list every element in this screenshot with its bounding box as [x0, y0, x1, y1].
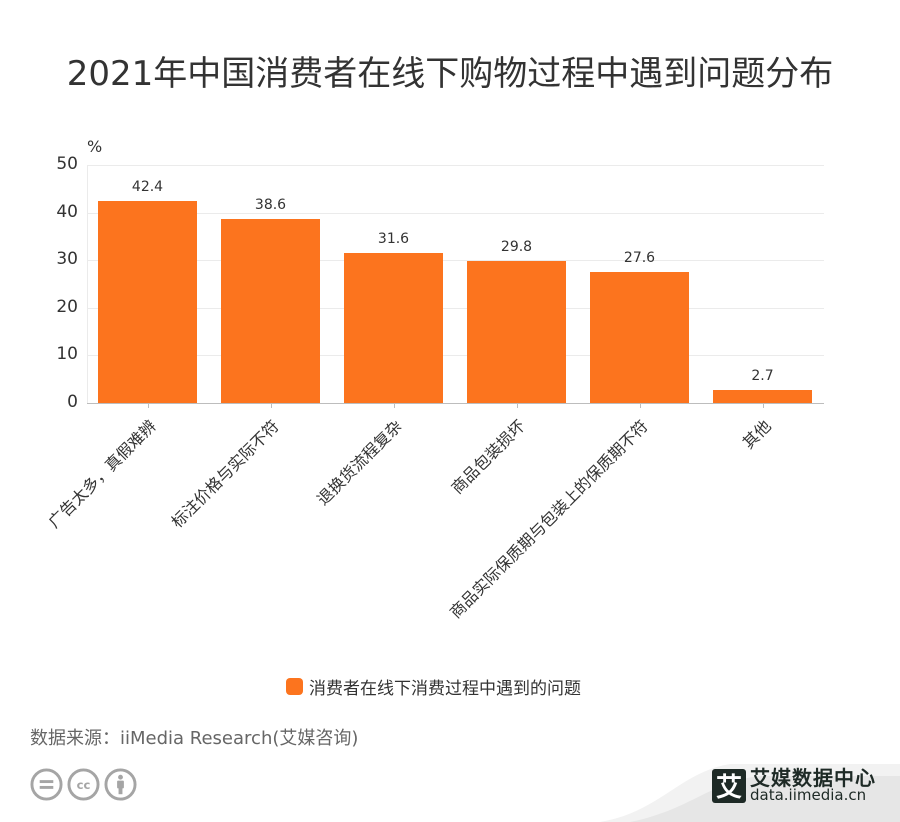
gridline — [87, 165, 824, 166]
bar-value-label: 29.8 — [500, 239, 533, 256]
bar[interactable] — [590, 271, 689, 403]
brand-banner-background — [600, 764, 900, 822]
y-tick-label: 50 — [56, 154, 78, 174]
gridline — [87, 212, 824, 214]
x-category-label: 商品包装损坏 — [446, 416, 529, 498]
bar-value-label: 31.6 — [377, 230, 410, 247]
x-category-label: 退换货流程复杂 — [312, 416, 406, 509]
bar-value-label: 27.6 — [623, 249, 656, 266]
x-axis-line — [87, 403, 824, 404]
x-category-label: 广告太多，真假难辨 — [44, 416, 160, 532]
bar-value-label: 42.4 — [131, 179, 164, 196]
chart-title: 2021年中国消费者在线下购物过程中遇到问题分布 — [66, 54, 834, 94]
bar[interactable] — [98, 201, 197, 403]
x-category-label: 商品实际保质期与包装上的保质期不符 — [445, 416, 652, 623]
x-tick — [393, 403, 395, 408]
cc-icon: cc — [67, 768, 100, 801]
legend-label: 消费者在线下消费过程中遇到的问题 — [309, 679, 581, 699]
gridline — [87, 260, 824, 262]
x-tick — [270, 403, 272, 408]
data-source: 数据来源：iiMedia Research(艾媒咨询) — [30, 728, 359, 749]
y-tick-label: 30 — [56, 249, 78, 270]
y-tick-label: 10 — [56, 344, 78, 365]
brand-url: data.iimedia.cn — [750, 786, 867, 804]
x-category-label: 其他 — [738, 416, 775, 453]
gridline — [87, 307, 824, 309]
svg-text:cc: cc — [77, 778, 91, 792]
brand-name: 艾媒数据中心 — [750, 766, 876, 790]
iimedia-logo-icon: 艾 — [712, 768, 746, 803]
x-tick — [762, 403, 764, 408]
x-category-label: 标注价格与实际不符 — [167, 416, 283, 532]
legend-swatch — [286, 678, 303, 695]
brand-logo-block: 艾 艾媒数据中心 data.iimedia.cn — [712, 768, 876, 803]
y-tick-label: 20 — [56, 296, 78, 317]
license-icons: cc — [30, 768, 137, 801]
y-axis-line — [87, 165, 88, 403]
bar[interactable] — [467, 261, 566, 403]
x-tick — [516, 403, 518, 408]
bar[interactable] — [344, 252, 443, 403]
nd-icon — [30, 768, 63, 801]
bar-value-label: 2.7 — [751, 368, 774, 385]
bar[interactable] — [713, 390, 812, 403]
y-tick-label: 40 — [56, 201, 78, 222]
y-axis-unit: % — [87, 137, 103, 156]
x-tick — [147, 403, 149, 408]
by-icon — [104, 768, 137, 801]
bar-value-label: 38.6 — [254, 197, 287, 214]
y-tick-label: 0 — [67, 392, 78, 412]
x-tick — [639, 403, 641, 408]
legend[interactable]: 消费者在线下消费过程中遇到的问题 — [286, 674, 581, 699]
gridline — [87, 355, 824, 357]
bar[interactable] — [221, 219, 320, 403]
